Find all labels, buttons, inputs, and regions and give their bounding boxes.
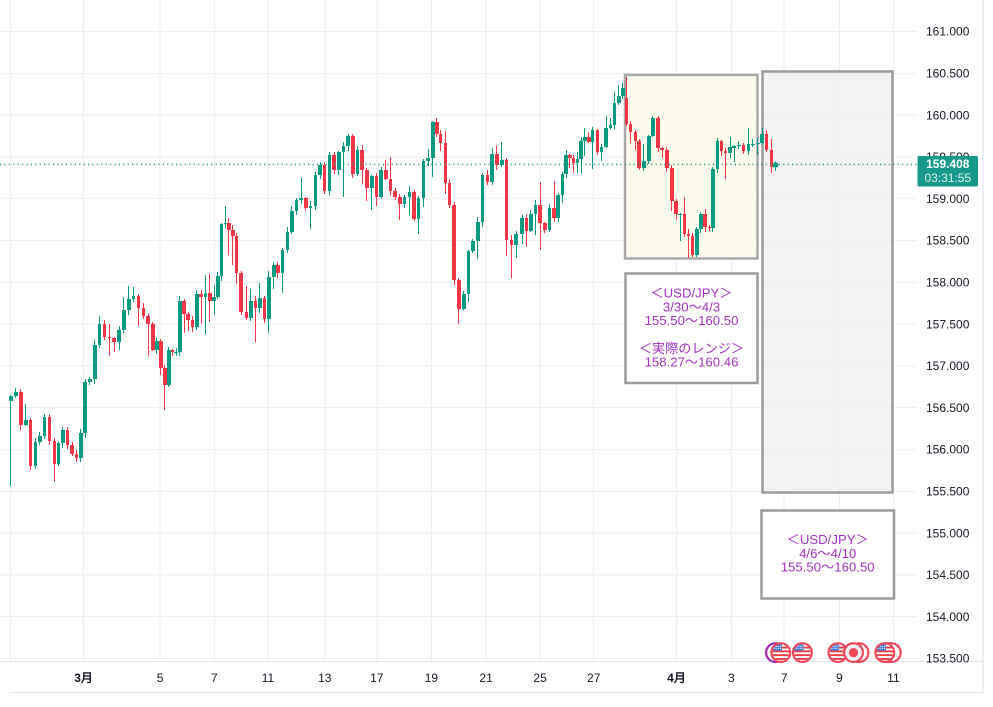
svg-text:03:31:55: 03:31:55 (924, 171, 971, 185)
svg-text:155.000: 155.000 (926, 526, 970, 540)
svg-text:3月: 3月 (74, 671, 93, 685)
svg-text:21: 21 (479, 671, 493, 685)
svg-text:161.000: 161.000 (926, 25, 970, 39)
svg-text:158.27～160.46: 158.27～160.46 (645, 354, 739, 369)
svg-text:3: 3 (728, 671, 735, 685)
svg-text:5: 5 (157, 671, 164, 685)
svg-text:11: 11 (262, 671, 275, 685)
svg-text:19: 19 (425, 671, 439, 685)
svg-text:13: 13 (318, 671, 332, 685)
svg-text:＜USD/JPY＞: ＜USD/JPY＞ (650, 285, 732, 300)
svg-text:158.500: 158.500 (926, 234, 970, 248)
svg-text:156.000: 156.000 (926, 443, 970, 457)
svg-text:27: 27 (587, 671, 601, 685)
svg-text:154.500: 154.500 (926, 568, 970, 582)
svg-text:158.000: 158.000 (926, 276, 970, 290)
svg-text:11: 11 (887, 671, 900, 685)
svg-text:25: 25 (533, 671, 547, 685)
svg-text:4/6～4/10: 4/6～4/10 (799, 546, 856, 561)
svg-text:＜実際のレンジ＞: ＜実際のレンジ＞ (639, 341, 745, 356)
svg-text:159.000: 159.000 (926, 192, 970, 206)
svg-text:9: 9 (836, 671, 843, 685)
svg-text:155.500: 155.500 (926, 485, 970, 499)
svg-text:159.408: 159.408 (926, 157, 970, 171)
svg-text:4月: 4月 (667, 671, 686, 685)
svg-text:160.500: 160.500 (926, 67, 970, 81)
svg-text:155.50～160.50: 155.50～160.50 (781, 560, 875, 575)
svg-text:7: 7 (781, 671, 788, 685)
svg-text:157.000: 157.000 (926, 359, 970, 373)
svg-text:7: 7 (211, 671, 218, 685)
svg-text:17: 17 (370, 671, 384, 685)
svg-text:155.50～160.50: 155.50～160.50 (645, 313, 739, 328)
svg-text:＜USD/JPY＞: ＜USD/JPY＞ (787, 532, 869, 547)
svg-text:3/30～4/3: 3/30～4/3 (663, 300, 720, 315)
svg-text:156.500: 156.500 (926, 401, 970, 415)
svg-text:157.500: 157.500 (926, 317, 970, 331)
svg-text:154.000: 154.000 (926, 610, 970, 624)
svg-text:160.000: 160.000 (926, 108, 970, 122)
svg-text:153.500: 153.500 (926, 652, 970, 666)
